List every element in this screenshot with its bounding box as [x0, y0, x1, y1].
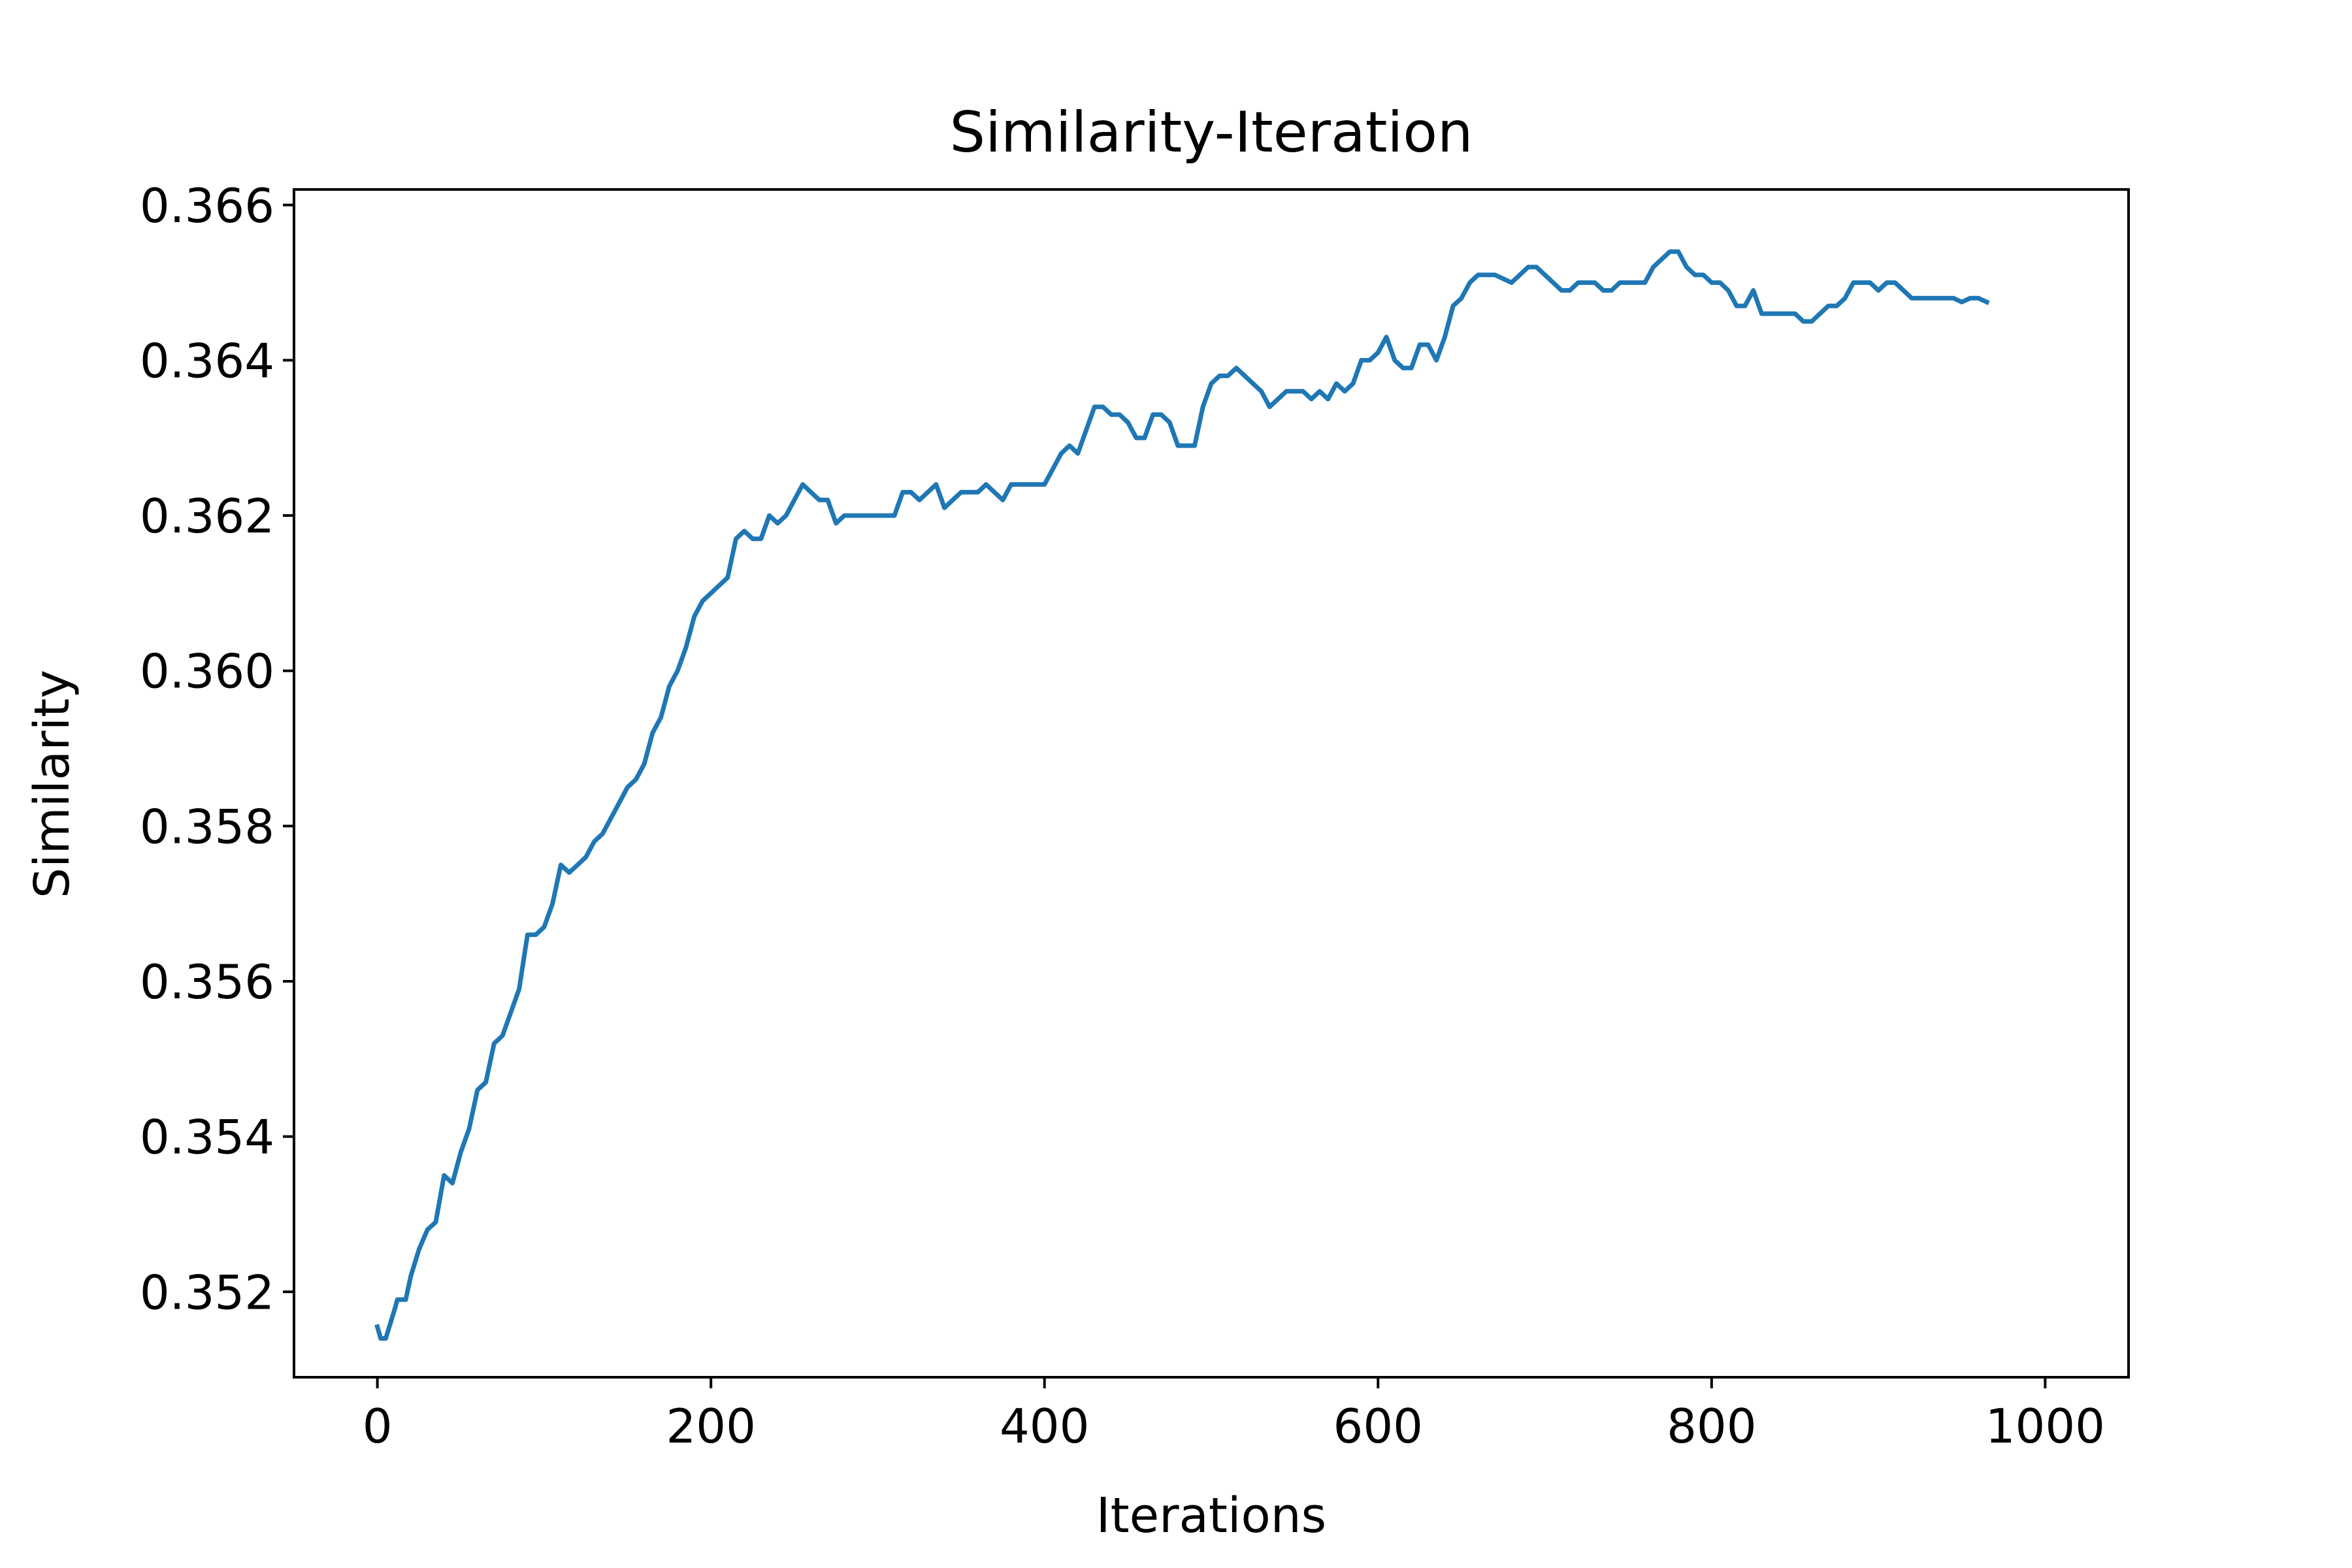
- x-tick-label: 200: [666, 1399, 755, 1454]
- y-tick-label: 0.360: [140, 644, 274, 699]
- chart-title: Similarity-Iteration: [950, 100, 1473, 165]
- x-tick-label: 1000: [1985, 1399, 2105, 1454]
- y-tick-label: 0.354: [140, 1110, 274, 1165]
- y-axis-ticks: 0.352 0.354 0.356 0.358 0.360 0.362 0.364 0.366: [140, 178, 294, 1320]
- x-tick-label: 0: [363, 1399, 393, 1454]
- y-tick-label: 0.358: [140, 799, 274, 854]
- y-tick-label: 0.362: [140, 489, 274, 544]
- x-tick-label: 600: [1333, 1399, 1423, 1454]
- similarity-series-line: [374, 249, 1990, 1341]
- y-tick-label: 0.366: [140, 178, 274, 233]
- y-tick-label: 0.356: [140, 955, 274, 1009]
- x-axis-ticks: 0 200 400 600 800 1000: [363, 1377, 2105, 1454]
- y-tick-label: 0.364: [140, 333, 274, 388]
- x-tick-label: 400: [1000, 1399, 1089, 1454]
- plot-area-frame: [293, 188, 2130, 1379]
- y-axis-label: Similarity: [24, 670, 80, 898]
- x-axis-label: Iterations: [1096, 1488, 1326, 1544]
- x-tick-label: 800: [1667, 1399, 1756, 1454]
- y-tick-label: 0.352: [140, 1265, 274, 1320]
